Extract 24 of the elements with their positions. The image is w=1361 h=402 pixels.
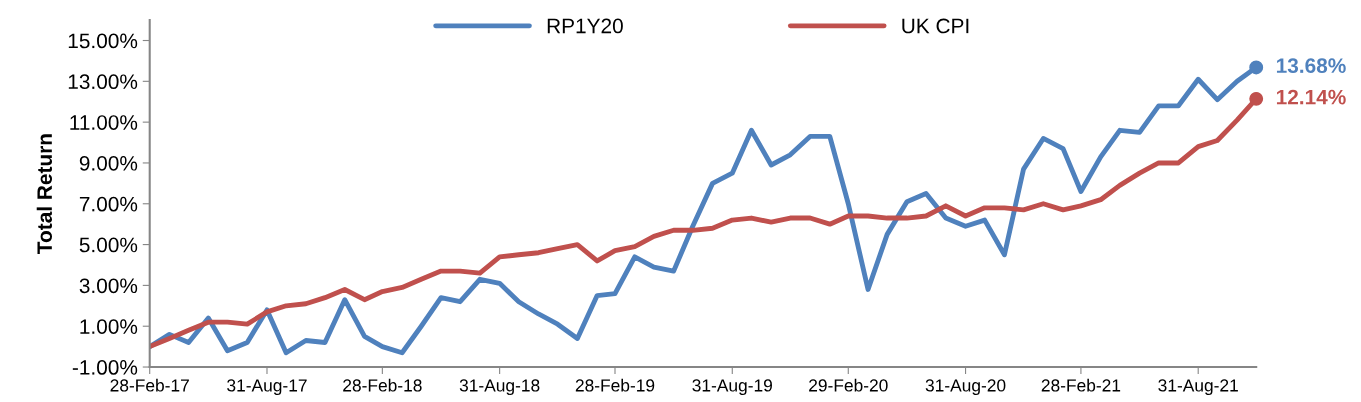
x-tick-label: 31-Aug-18 (459, 379, 540, 396)
y-tick-label: 9.00% (79, 155, 138, 171)
y-tick-label: 5.00% (79, 237, 138, 253)
x-tick-label: 28-Feb-21 (1041, 378, 1121, 392)
x-tick-label: 28-Feb-17 (110, 378, 189, 392)
x-tick-label: 31-Aug-21 (1158, 379, 1238, 396)
y-tick-label: 15.00% (68, 33, 138, 49)
x-tick-label: 28-Feb-18 (343, 378, 422, 392)
y-tick-label: -1.00% (72, 360, 138, 375)
y-tick-label: 7.00% (79, 196, 138, 212)
data-label: 12.14% (1276, 89, 1346, 105)
legend-label: UK CPI (902, 18, 969, 34)
y-tick-label: 1.00% (80, 319, 138, 334)
x-tick-label: 31-Aug-20 (925, 379, 1006, 396)
y-axis-title: Total Return (36, 134, 53, 254)
y-tick-label: 3.00% (79, 278, 138, 294)
data-label: 13.68% (1276, 58, 1346, 74)
x-tick-label: 29-Feb-20 (809, 378, 888, 392)
x-tick-label: 28-Feb-19 (575, 378, 655, 392)
y-tick-label: 13.00% (68, 74, 138, 90)
x-tick-label: 31-Aug-19 (692, 379, 772, 396)
y-tick-label: 11.00% (70, 115, 138, 130)
legend-label: RP1Y20 (547, 18, 623, 34)
x-tick-label: 31-Aug-17 (227, 379, 307, 396)
